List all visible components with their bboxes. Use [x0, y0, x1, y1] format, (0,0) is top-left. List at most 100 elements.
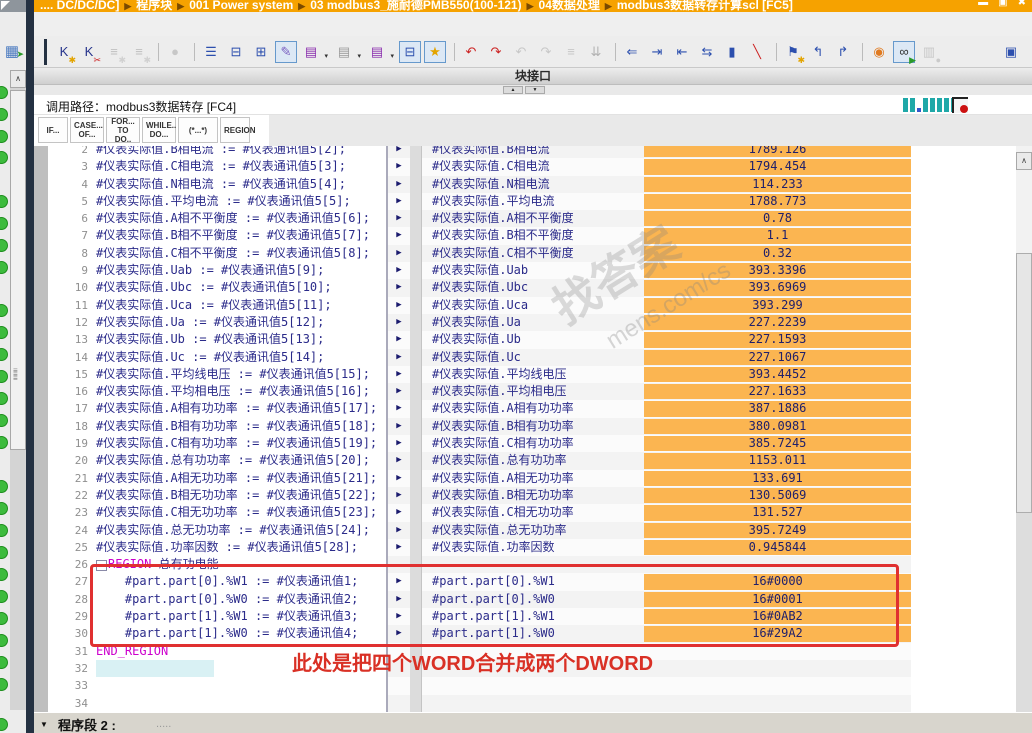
next-bookmark-icon[interactable]: ↱ [837, 43, 849, 59]
goto-previous-icon[interactable]: ⇐ [626, 43, 638, 59]
code-line[interactable]: #仪表实际值.B相电流 := #仪表通讯值5[2]; [96, 146, 388, 159]
expand-all-icon[interactable]: ⊞ [255, 43, 267, 59]
code-line[interactable]: #仪表实际值.B相无功功率 := #仪表通讯值5[22]; [96, 486, 388, 505]
minimize-icon[interactable]: ▬ [978, 0, 989, 8]
editor-scrollbar-thumb[interactable] [1016, 253, 1032, 513]
monitor-value[interactable]: 0.32 [644, 245, 911, 262]
indent-right-icon[interactable]: ⇥ [651, 43, 663, 59]
splitter-down-icon[interactable]: ▼ [525, 86, 545, 94]
monitor-value[interactable]: 131.527 [644, 505, 911, 521]
code-line[interactable]: #仪表实际值.平均相电压 := #仪表通讯值5[16]; [96, 383, 388, 401]
refresh-table-icon[interactable]: ▦ ➤ [4, 43, 24, 60]
window-controls[interactable]: ▬ ▣ ✖ [968, 0, 1026, 8]
left-scrollbar[interactable]: ∧ ≡ ≡ ≡ [10, 70, 26, 710]
outline-view-icon[interactable]: ☰ [205, 43, 217, 59]
snippet-[interactable]: (*...*) [178, 117, 218, 143]
multi-instance-db-icon[interactable]: ▤ ▾ [337, 43, 361, 60]
breadcrumb-segment[interactable]: 04数据处理 [538, 0, 600, 12]
monitor-value[interactable]: 114.233 [644, 176, 911, 192]
code-line[interactable] [96, 677, 388, 695]
comment-toggle-icon[interactable]: ✎ [275, 40, 297, 63]
code-line[interactable]: #仪表实际值.A相有功功率 := #仪表通讯值5[17]; [96, 400, 388, 418]
indent-left-icon[interactable]: ⇤ [676, 43, 688, 59]
new-network-icon[interactable]: K ✱ [59, 43, 76, 65]
monitor-value[interactable]: 393.299 [644, 297, 911, 313]
code-line[interactable]: #仪表实际值.C相有功功率 := #仪表通讯值5[19]; [96, 435, 388, 453]
code-line[interactable]: #仪表实际值.总有功功率 := #仪表通讯值5[20]; [96, 452, 388, 470]
monitor-value[interactable]: 395.7249 [644, 522, 911, 538]
code-line[interactable]: #仪表实际值.N相电流 := #仪表通讯值5[4]; [96, 175, 388, 193]
parameter-instance-icon[interactable]: ▤ ▾ [370, 43, 394, 60]
scroll-up-icon[interactable]: ∧ [10, 70, 26, 88]
code-line[interactable]: #part.part[1].%W1 := #仪表通讯值3; [96, 608, 388, 626]
monitor-value[interactable]: 380.0981 [644, 418, 911, 435]
code-line[interactable]: #part.part[0].%W1 := #仪表通讯值1; [96, 573, 388, 591]
instance-db-icon[interactable]: ▤ ▾ [304, 43, 328, 60]
monitor-value[interactable]: 393.6969 [644, 280, 911, 296]
split-editor-icon[interactable]: ▣ [1004, 43, 1018, 59]
delete-line-icon[interactable]: ╲ [753, 43, 761, 59]
monitor-value[interactable]: 227.1593 [644, 332, 911, 348]
breadcrumb-segment[interactable]: modbus3数据转存计算scl [FC5] [616, 0, 793, 12]
code-line[interactable]: #仪表实际值.Ua := #仪表通讯值5[12]; [96, 313, 388, 332]
monitor-value[interactable]: 133.691 [644, 470, 911, 486]
monitor-value[interactable]: 0.945844 [644, 539, 911, 556]
absolute-relative-operands-icon[interactable]: ⊟ [399, 40, 421, 63]
block-interface-bar[interactable]: 块接口 [34, 68, 1032, 85]
breadcrumb[interactable]: .... DC/DC/DC] ▶ 程序块 ▶ 001 Power system ▶ 03 m… [40, 0, 793, 12]
collapse-all-icon[interactable]: ⊟ [230, 43, 242, 59]
monitor-value[interactable]: 227.1067 [644, 349, 911, 365]
find-replace-icon[interactable]: ◉ [873, 43, 885, 59]
code-line[interactable]: #仪表实际值.A相不平衡度 := #仪表通讯值5[6]; [96, 210, 388, 228]
close-icon[interactable]: ✖ [1017, 0, 1026, 8]
monitor-value[interactable]: 1153.011 [644, 453, 911, 469]
code-line[interactable] [96, 659, 388, 678]
snippet-while[interactable]: WHILE.. DO... [142, 117, 176, 143]
snippet-for[interactable]: FOR... TO DO.. [106, 117, 140, 144]
code-line[interactable] [96, 694, 388, 712]
code-line[interactable]: #仪表实际值.总无功功率 := #仪表通讯值5[24]; [96, 521, 388, 539]
monitor-value[interactable]: 130.5069 [644, 487, 911, 504]
insert-line-icon[interactable]: ▮ [728, 43, 736, 59]
monitor-value[interactable]: 1788.773 [644, 193, 911, 210]
code-line[interactable]: #part.part[1].%W0 := #仪表通讯值4; [96, 625, 388, 643]
code-line[interactable]: #仪表实际值.Uca := #仪表通讯值5[11]; [96, 296, 388, 314]
monitor-value[interactable]: 227.2239 [644, 314, 911, 331]
code-line[interactable]: #仪表实际值.平均电流 := #仪表通讯值5[5]; [96, 192, 388, 211]
format-block-icon[interactable]: ⇆ [701, 43, 713, 59]
code-line[interactable]: #仪表实际值.Ub := #仪表通讯值5[13]; [96, 331, 388, 349]
code-line[interactable]: #仪表实际值.A相无功功率 := #仪表通讯值5[21]; [96, 469, 388, 487]
splitter-up-icon[interactable]: ▲ [503, 86, 523, 94]
monitor-value[interactable]: 1789.126 [644, 146, 911, 158]
code-line[interactable]: #仪表实际值.功率因数 := #仪表通讯值5[28]; [96, 538, 388, 557]
code-line[interactable]: #part.part[0].%W0 := #仪表通讯值2; [96, 590, 388, 609]
monitor-value[interactable]: 227.1633 [644, 384, 911, 400]
breadcrumb-segment[interactable]: 001 Power system [189, 0, 294, 12]
code-line[interactable]: #仪表实际值.C相电流 := #仪表通讯值5[3]; [96, 158, 388, 176]
code-line[interactable]: #仪表实际值.B相不平衡度 := #仪表通讯值5[7]; [96, 227, 388, 245]
monitor-value[interactable]: 385.7245 [644, 436, 911, 452]
previous-bookmark-icon[interactable]: ↰ [812, 43, 824, 59]
collapse-network-icon[interactable]: ▼ [40, 720, 48, 729]
delete-network-icon[interactable]: K ✂ [84, 43, 101, 65]
left-scrollbar-thumb[interactable]: ≡ ≡ ≡ [10, 90, 26, 450]
bookmark-icon[interactable]: ⚑ ✱ [787, 43, 805, 65]
snippet-case[interactable]: CASE... OF... [70, 117, 104, 143]
monitoring-breakpoint-icon[interactable] [952, 97, 968, 113]
code-line[interactable]: #仪表实际值.Ubc := #仪表通讯值5[10]; [96, 279, 388, 297]
scroll-up-icon[interactable]: ∧ [1016, 152, 1032, 170]
network-2-header[interactable]: ▼ 程序段 2 : ..... [34, 712, 1032, 733]
monitor-value[interactable]: 1.1 [644, 228, 911, 244]
monitor-value[interactable]: 0.78 [644, 211, 911, 227]
breadcrumb-segment[interactable]: 03 modbus3_施耐德PMB550(100-121) [310, 0, 522, 12]
network-comment-placeholder[interactable]: ..... [156, 718, 172, 730]
code-line[interactable]: #仪表实际值.Uab := #仪表通讯值5[9]; [96, 262, 388, 280]
code-line[interactable]: #仪表实际值.Uc := #仪表通讯值5[14]; [96, 348, 388, 366]
code-line[interactable]: #仪表实际值.C相无功功率 := #仪表通讯值5[23]; [96, 504, 388, 522]
monitor-value[interactable]: 16#29A2 [644, 626, 911, 642]
monitor-value[interactable]: 387.1886 [644, 401, 911, 417]
breadcrumb-segment[interactable]: 程序块 [136, 0, 173, 12]
call-structure-icon[interactable]: ↶ [465, 43, 477, 59]
code-line[interactable]: #仪表实际值.平均线电压 := #仪表通讯值5[15]; [96, 365, 388, 384]
code-editor[interactable]: 2 #仪表实际值.B相电流 := #仪表通讯值5[2]; ▶ #仪表实际值.B相电流 1… [34, 146, 1016, 712]
